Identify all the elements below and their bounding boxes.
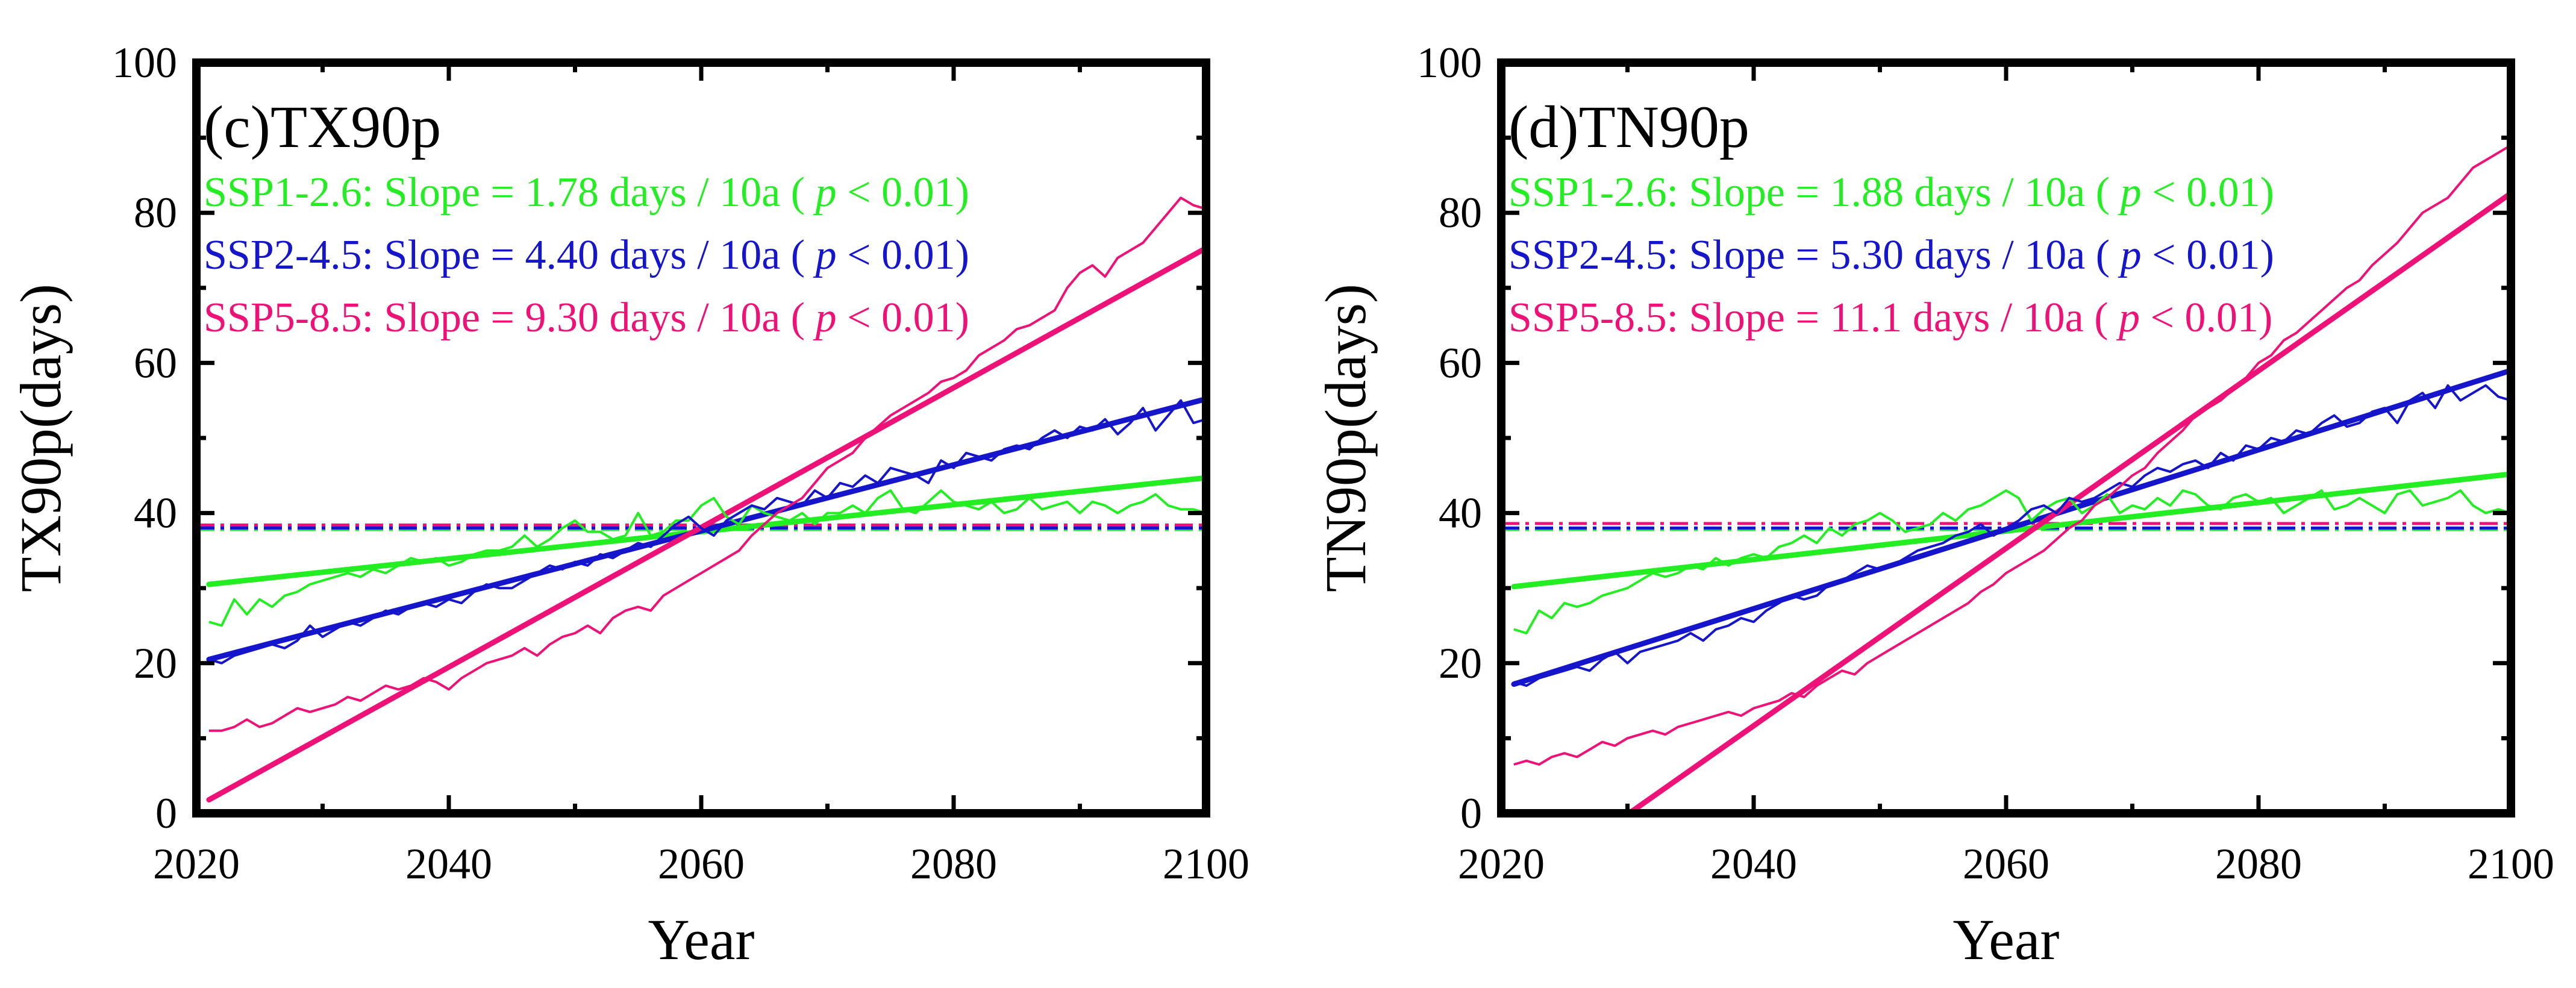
y-tick-labels: 0 20 40 60 80 100 [1417, 39, 1482, 837]
y-tick-label: 60 [134, 339, 177, 387]
x-tick-label: 2080 [2215, 840, 2302, 888]
y-tick-labels: 0 20 40 60 80 100 [112, 39, 177, 837]
panel-title: (d)TN90p [1508, 93, 1749, 160]
series-line-ssp245 [208, 399, 1206, 664]
trend-lines [1511, 190, 2511, 813]
y-tick-label: 20 [134, 639, 177, 687]
annotation-suffix: < 0.01) [2142, 169, 2274, 216]
annotation-p: p [813, 295, 837, 341]
annotation-prefix: SSP2-4.5: Slope = 5.30 days / 10a ( [1508, 232, 2121, 278]
y-tick-label: 0 [1460, 789, 1482, 837]
x-tick-label: 2040 [1710, 840, 1797, 888]
axis-ticks [194, 60, 1208, 816]
y-tick-label: 40 [1439, 489, 1482, 537]
annotation-prefix: SSP1-2.6: Slope = 1.78 days / 10a ( [204, 169, 816, 216]
x-tick-label: 2060 [658, 840, 745, 888]
trend-line-ssp245 [1511, 367, 2511, 687]
trend-line-ssp585 [206, 245, 1206, 803]
x-tick-label: 2040 [405, 840, 492, 888]
annotation-suffix: < 0.01) [837, 232, 969, 278]
y-tick-label: 80 [1439, 189, 1482, 237]
series-line-ssp585 [1513, 144, 2511, 766]
annotation-suffix: < 0.01) [837, 295, 969, 341]
annotation-p: p [2118, 169, 2142, 216]
y-tick-label: 0 [155, 789, 177, 837]
slope-annotation-ssp245: SSP2-4.5: Slope = 5.30 days / 10a ( p < … [1508, 232, 2274, 278]
panel-title: (c)TX90p [204, 93, 441, 160]
y-tick-label: 20 [1439, 639, 1482, 687]
annotation-suffix: < 0.01) [2140, 295, 2272, 341]
x-tick-labels: 2020 2040 2060 2080 2100 [153, 840, 1249, 888]
axis-ticks [1499, 60, 2513, 816]
annotation-p: p [2116, 295, 2140, 341]
x-tick-label: 2020 [153, 840, 240, 888]
series-lines [208, 196, 1206, 732]
y-axis-title: TN90p(days) [1313, 284, 1378, 592]
series-lines [1513, 144, 2511, 766]
annotation-suffix: < 0.01) [837, 169, 969, 216]
series-line-ssp126 [208, 489, 1206, 627]
y-tick-label: 60 [1439, 339, 1482, 387]
trend-line-ssp585 [1624, 190, 2511, 813]
x-axis-title: Year [1953, 907, 2060, 972]
annotation-prefix: SSP5-8.5: Slope = 11.1 days / 10a ( [1508, 295, 2119, 341]
series-line-ssp245 [1513, 384, 2511, 687]
slope-annotations: SSP1-2.6: Slope = 1.78 days / 10a ( p < … [204, 169, 969, 341]
slope-annotation-ssp126: SSP1-2.6: Slope = 1.78 days / 10a ( p < … [204, 169, 969, 216]
annotation-suffix: < 0.01) [2142, 232, 2274, 278]
x-tick-label: 2100 [1163, 840, 1249, 888]
annotation-prefix: SSP1-2.6: Slope = 1.88 days / 10a ( [1508, 169, 2121, 216]
slope-annotation-ssp585: SSP5-8.5: Slope = 11.1 days / 10a ( p < … [1508, 295, 2272, 341]
annotation-p: p [813, 232, 837, 278]
x-tick-label: 2060 [1963, 840, 2049, 888]
x-tick-label: 2020 [1458, 840, 1545, 888]
slope-annotations: SSP1-2.6: Slope = 1.88 days / 10a ( p < … [1508, 169, 2274, 341]
trend-line-ssp126 [1511, 471, 2511, 590]
y-axis-title: TX90p(days) [8, 284, 73, 592]
y-tick-label: 100 [112, 39, 177, 87]
slope-annotation-ssp126: SSP1-2.6: Slope = 1.88 days / 10a ( p < … [1508, 169, 2274, 216]
slope-annotation-ssp245: SSP2-4.5: Slope = 4.40 days / 10a ( p < … [204, 232, 969, 278]
y-tick-label: 40 [134, 489, 177, 537]
y-tick-label: 80 [134, 189, 177, 237]
annotation-prefix: SSP2-4.5: Slope = 4.40 days / 10a ( [204, 232, 816, 278]
series-line-ssp585 [208, 196, 1206, 732]
x-tick-labels: 2020 2040 2060 2080 2100 [1458, 840, 2554, 888]
y-tick-label: 100 [1417, 39, 1482, 87]
x-axis-title: Year [648, 907, 755, 972]
x-tick-label: 2100 [2468, 840, 2554, 888]
series-line-ssp126 [1513, 489, 2511, 634]
annotation-p: p [2118, 232, 2142, 278]
x-tick-label: 2080 [910, 840, 997, 888]
annotation-p: p [813, 169, 837, 216]
slope-annotation-ssp585: SSP5-8.5: Slope = 9.30 days / 10a ( p < … [204, 295, 969, 341]
annotation-prefix: SSP5-8.5: Slope = 9.30 days / 10a ( [204, 295, 816, 341]
